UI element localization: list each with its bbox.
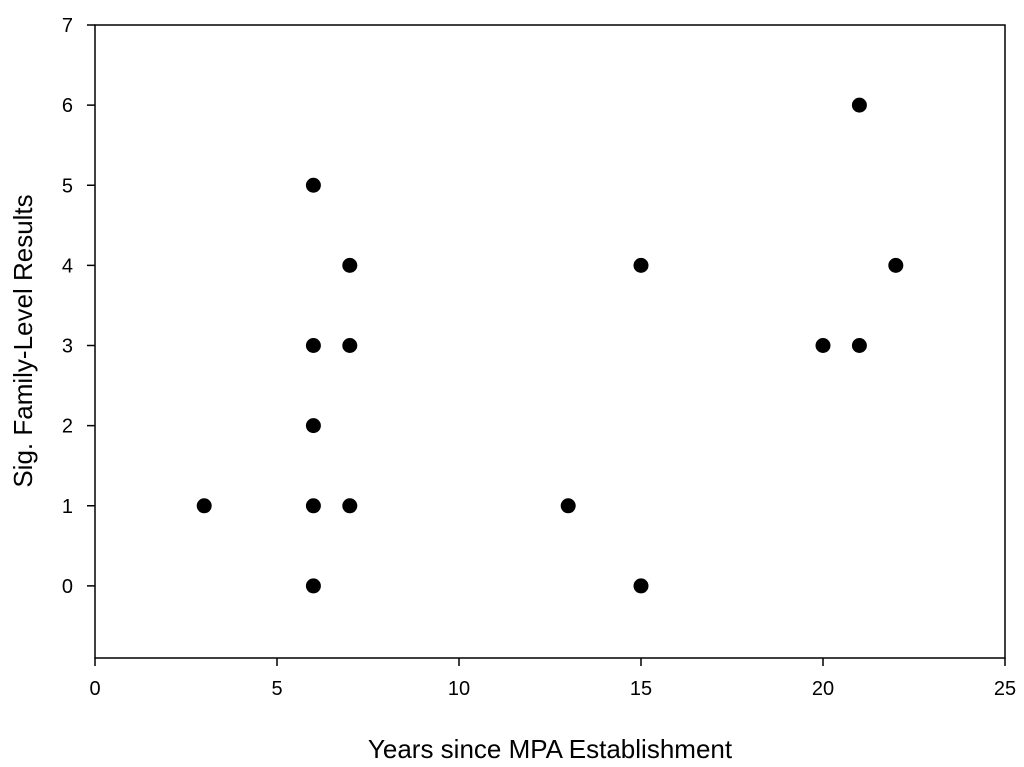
x-tick-label: 0 xyxy=(89,678,100,700)
x-tick-label: 10 xyxy=(448,678,470,700)
y-tick-label: 7 xyxy=(62,15,73,37)
data-point xyxy=(342,257,358,273)
data-point xyxy=(342,498,358,514)
data-points xyxy=(196,97,904,594)
y-tick-label: 5 xyxy=(62,175,73,197)
y-tick-label: 1 xyxy=(62,496,73,518)
data-point xyxy=(851,338,867,354)
y-tick-label: 6 xyxy=(62,95,73,117)
data-point xyxy=(305,578,321,594)
y-axis: 0 1 2 3 4 5 6 7 xyxy=(62,15,95,598)
data-point xyxy=(633,578,649,594)
y-tick-label: 4 xyxy=(62,255,73,277)
x-axis: 0 5 10 15 20 25 xyxy=(89,658,1016,700)
data-point xyxy=(888,257,904,273)
data-point xyxy=(342,338,358,354)
plot-frame xyxy=(94,24,1006,659)
data-point xyxy=(815,338,831,354)
y-tick-label: 3 xyxy=(62,336,73,358)
data-point xyxy=(305,498,321,514)
data-point xyxy=(851,97,867,113)
x-tick-label: 20 xyxy=(812,678,834,700)
y-tick-label: 0 xyxy=(62,576,73,598)
x-tick-label: 25 xyxy=(994,678,1016,700)
x-axis-title: Years since MPA Establishment xyxy=(368,734,733,764)
data-point xyxy=(633,257,649,273)
data-point xyxy=(305,338,321,354)
y-axis-title: Sig. Family-Level Results xyxy=(8,194,38,487)
data-point xyxy=(196,498,212,514)
y-tick-label: 2 xyxy=(62,416,73,438)
x-tick-label: 5 xyxy=(271,678,282,700)
data-point xyxy=(305,418,321,434)
x-tick-label: 15 xyxy=(630,678,652,700)
data-point xyxy=(305,177,321,193)
data-point xyxy=(560,498,576,514)
